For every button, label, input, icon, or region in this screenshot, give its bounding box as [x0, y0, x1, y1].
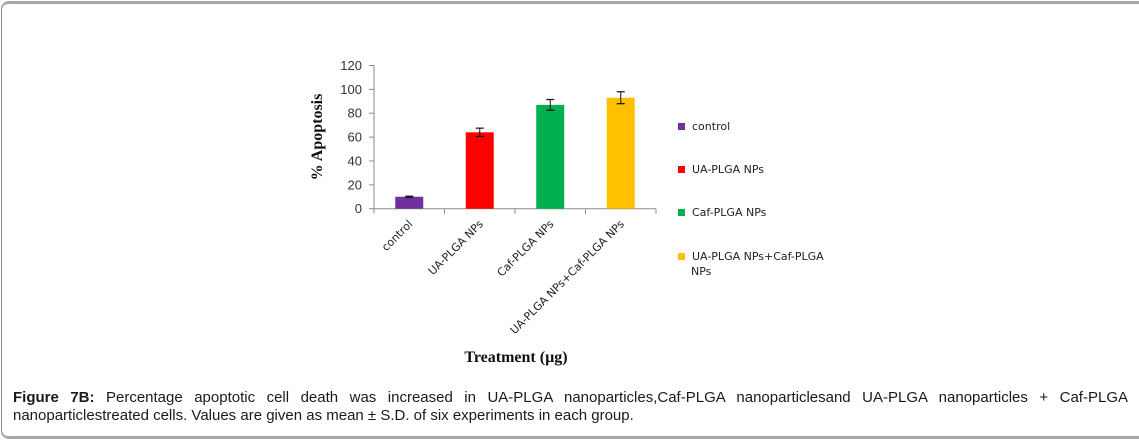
legend: control UA-PLGA NPs Caf-PLGA NPs UA-PLGA NP…	[678, 120, 824, 278]
legend-item: control	[678, 120, 730, 133]
legend-swatch	[678, 166, 685, 173]
y-axis-label: % Apoptosis	[309, 94, 326, 181]
caption-label: Figure 7B:	[13, 389, 95, 406]
bar	[465, 132, 494, 209]
x-tick-label: UA-PLGA NPs+Caf-PLGA NPs	[508, 217, 627, 336]
y-tick-label: 120	[340, 58, 362, 73]
legend-item: UA-PLGA NPs	[678, 163, 764, 176]
legend-swatch	[678, 253, 685, 260]
bar	[536, 104, 565, 209]
legend-swatch	[678, 209, 685, 216]
figure-caption: Figure 7B: Percentage apoptotic cell dea…	[13, 389, 1128, 425]
y-tick-label: 100	[340, 82, 362, 97]
x-tick-label: UA-PLGA NPs	[426, 217, 486, 277]
y-tick-label: 20	[348, 177, 362, 192]
legend-label: Caf-PLGA NPs	[692, 206, 767, 219]
x-axis-label: Treatment (µg)	[464, 349, 567, 366]
legend-swatch	[678, 123, 685, 130]
caption-text: Percentage apoptotic cell death was incr…	[13, 389, 1128, 424]
y-tick-label: 60	[348, 130, 362, 145]
legend-label: UA-PLGA NPs	[692, 163, 764, 176]
y-tick-label: 80	[348, 106, 362, 121]
y-tick-label: 0	[355, 201, 362, 216]
legend-item: Caf-PLGA NPs	[678, 206, 767, 219]
bar	[606, 97, 635, 209]
x-tick-label: Caf-PLGA NPs	[495, 217, 557, 279]
legend-label: NPs	[691, 265, 712, 278]
y-tick-label: 40	[348, 153, 362, 168]
bar	[395, 196, 424, 209]
legend-label: UA-PLGA NPs+Caf-PLGA	[692, 250, 824, 263]
legend-label: control	[692, 120, 730, 133]
x-tick-label: control	[379, 218, 415, 254]
legend-item: UA-PLGA NPs+Caf-PLGA NPs	[678, 250, 824, 278]
